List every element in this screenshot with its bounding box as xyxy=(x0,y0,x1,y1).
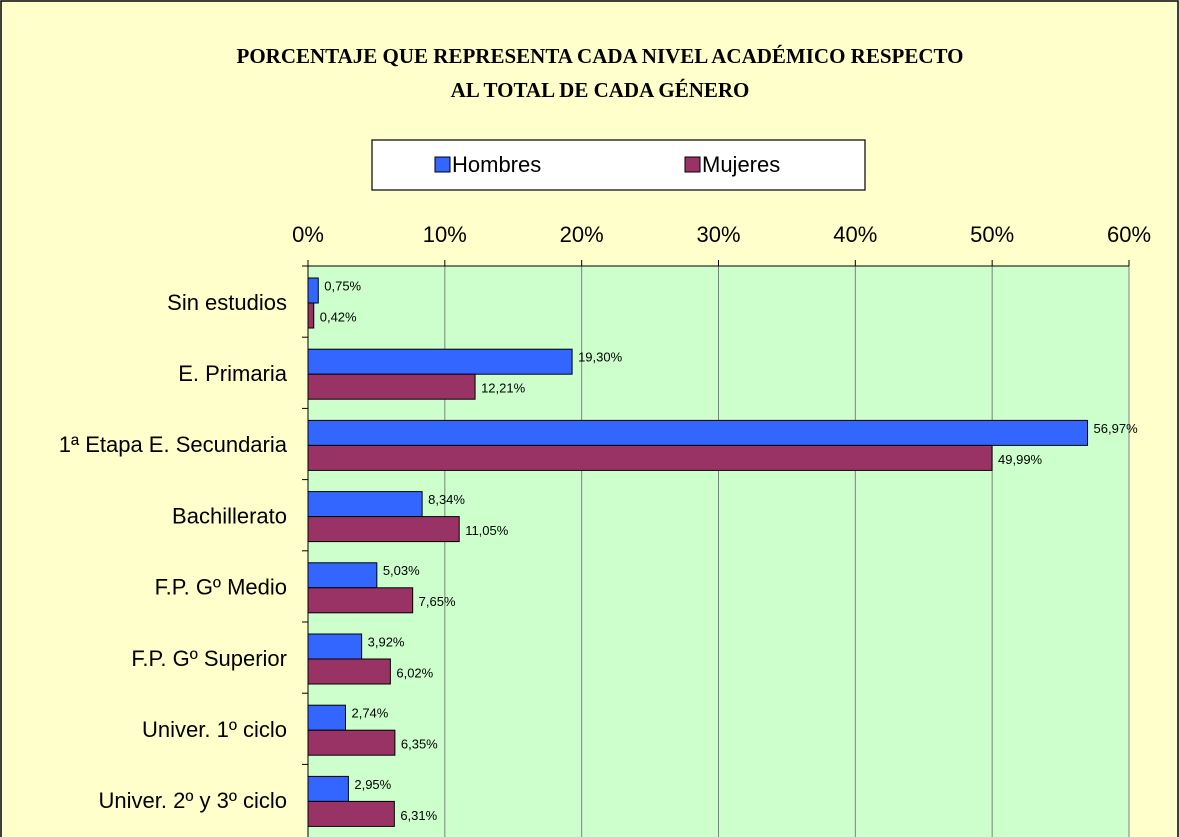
data-label: 11,05% xyxy=(465,523,509,538)
data-label: 3,92% xyxy=(368,634,405,649)
bar xyxy=(307,491,423,518)
legend-box xyxy=(371,139,866,191)
y-tick-label: Sin estudios xyxy=(167,290,287,315)
bar xyxy=(307,800,395,827)
legend-label: Hombres xyxy=(452,152,541,177)
bar xyxy=(307,704,346,731)
y-tick-label: Univer. 2º y 3º ciclo xyxy=(99,788,287,813)
bar xyxy=(307,562,378,589)
bar xyxy=(307,348,573,375)
legend-swatch xyxy=(684,156,701,173)
x-tick-label: 60% xyxy=(1107,222,1151,247)
data-label: 8,34% xyxy=(428,492,465,507)
legend-swatch xyxy=(434,156,451,173)
x-tick-label: 10% xyxy=(423,222,467,247)
bar xyxy=(307,775,349,802)
y-tick-label: F.P. Gº Superior xyxy=(131,646,287,671)
bar xyxy=(307,729,396,756)
y-tick-label: E. Primaria xyxy=(178,361,288,386)
bar xyxy=(307,633,363,660)
bar xyxy=(307,373,476,400)
data-label: 19,30% xyxy=(578,350,623,365)
data-label: 0,75% xyxy=(324,278,361,293)
data-label: 12,21% xyxy=(481,381,526,396)
data-label: 6,31% xyxy=(400,808,437,823)
chart-title: AL TOTAL DE CADA GÉNERO xyxy=(451,78,750,102)
x-tick-label: 50% xyxy=(970,222,1014,247)
bar xyxy=(307,277,319,304)
data-label: 2,74% xyxy=(351,706,388,721)
y-tick-label: Univer. 1º ciclo xyxy=(142,717,287,742)
data-label: 6,35% xyxy=(401,737,438,752)
bar xyxy=(307,658,391,685)
chart-title: PORCENTAJE QUE REPRESENTA CADA NIVEL ACA… xyxy=(237,44,964,68)
bar xyxy=(307,516,460,543)
bar xyxy=(307,419,1089,446)
bar xyxy=(307,302,315,329)
bar xyxy=(307,587,414,614)
data-label: 7,65% xyxy=(419,594,456,609)
y-tick-label: 1ª Etapa E. Secundaria xyxy=(59,432,288,457)
data-label: 5,03% xyxy=(383,563,420,578)
data-label: 0,42% xyxy=(320,309,357,324)
x-tick-label: 40% xyxy=(833,222,877,247)
x-tick-label: 30% xyxy=(696,222,740,247)
data-label: 2,95% xyxy=(354,777,391,792)
x-tick-label: 20% xyxy=(560,222,604,247)
y-tick-label: Bachillerato xyxy=(172,503,287,528)
y-tick-label: F.P. Gº Medio xyxy=(155,575,287,600)
x-tick-label: 0% xyxy=(292,222,324,247)
bar xyxy=(307,444,993,471)
data-label: 6,02% xyxy=(396,665,433,680)
data-label: 49,99% xyxy=(998,452,1043,467)
legend-label: Mujeres xyxy=(702,152,780,177)
data-label: 56,97% xyxy=(1094,421,1139,436)
